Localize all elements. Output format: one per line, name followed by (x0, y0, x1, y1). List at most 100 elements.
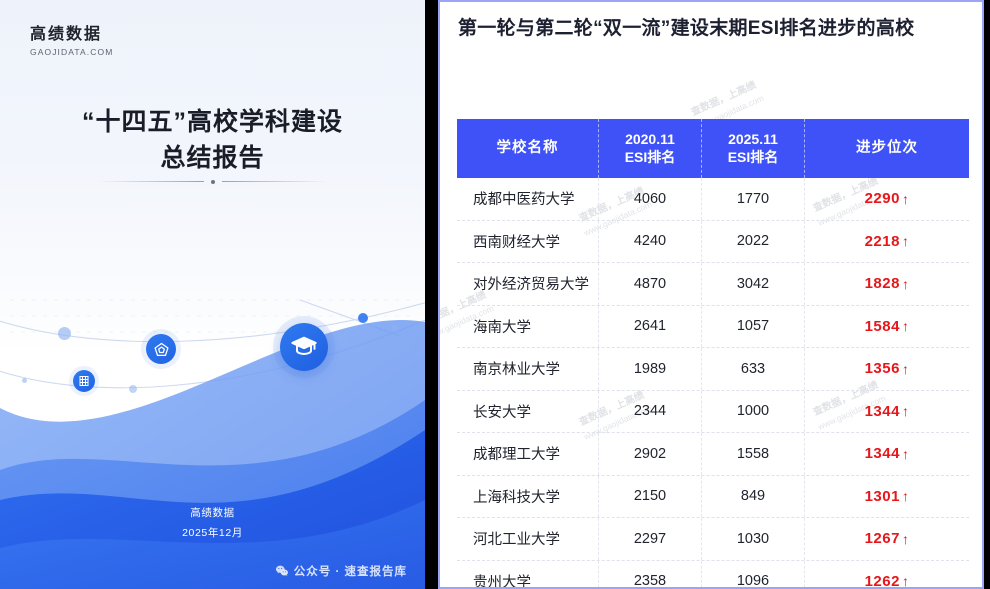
cell-improvement: 1301 ↑ (805, 476, 969, 518)
cell-improvement: 1584 ↑ (805, 306, 969, 348)
decor-dot (392, 325, 398, 331)
divider-bar-left (97, 180, 204, 183)
column-header-rank-2025: 2025.11 ESI排名 (702, 119, 805, 178)
esi-ranking-card: 第一轮与第二轮“双一流”建设末期ESI排名进步的高校 查数据，上高绩 www.ga… (438, 0, 984, 589)
wechat-account-badge: 公众号 · 速查报告库 (275, 563, 407, 579)
cell-school: 成都中医药大学 (457, 178, 599, 220)
cover-title-line2: 总结报告 (160, 144, 265, 173)
cover-footer: 高绩数据 2025年12月 (0, 504, 425, 543)
arrow-up-icon: ↑ (901, 275, 910, 292)
cover-footer-org: 高绩数据 (190, 507, 235, 520)
table-row: 成都中医药大学 4060 1770 2290 ↑ (457, 178, 969, 221)
arrow-up-icon: ↑ (901, 530, 910, 547)
card-title: 第一轮与第二轮“双一流”建设末期ESI排名进步的高校 (458, 18, 915, 39)
cover-title-line1: “十四五”高校学科建设 (81, 108, 343, 136)
cell-improvement: 1828 ↑ (805, 263, 969, 305)
divider-bar-right (221, 180, 328, 183)
building-icon (73, 370, 95, 392)
arrow-up-icon: ↑ (901, 445, 910, 462)
table-row: 长安大学 2344 1000 1344 ↑ (457, 390, 969, 433)
table-row: 对外经济贸易大学 4870 3042 1828 ↑ (457, 263, 969, 306)
improvement-value: 1267 (864, 530, 900, 548)
table-header-row: 学校名称 2020.11 ESI排名 2025.11 ESI排名 进步位次 (457, 119, 969, 178)
cover-title: “十四五”高校学科建设 总结报告 (0, 104, 425, 177)
column-header-improvement: 进步位次 (856, 139, 918, 156)
cover-background-decoration (0, 299, 425, 589)
improvement-value: 1344 (864, 445, 900, 463)
column-header-rank-2020: 2020.11 ESI排名 (599, 119, 702, 178)
shield-badge-icon (146, 334, 176, 364)
table-row: 上海科技大学 2150 849 1301 ↑ (457, 475, 969, 518)
cell-school: 长安大学 (457, 390, 599, 432)
arrow-up-icon: ↑ (901, 573, 910, 589)
cell-rank-2020: 1989 (599, 348, 702, 390)
arrow-up-icon: ↑ (901, 318, 910, 335)
cell-rank-2025: 849 (702, 475, 805, 517)
cell-school: 对外经济贸易大学 (457, 263, 599, 305)
cell-rank-2025: 1770 (702, 178, 805, 220)
table-row: 海南大学 2641 1057 1584 ↑ (457, 305, 969, 348)
brand-logo-cn: 高绩数据 (30, 26, 103, 43)
table-row: 南京林业大学 1989 633 1356 ↑ (457, 348, 969, 391)
improvement-value: 1584 (864, 317, 900, 335)
improvement-value: 1828 (864, 275, 900, 293)
report-cover-panel: 高绩数据 GAOJIDATA.COM “十四五”高校学科建设 总结报告 (0, 0, 425, 589)
cell-rank-2025: 2022 (702, 220, 805, 262)
graduation-cap-icon (280, 323, 328, 371)
cell-improvement: 1344 ↑ (805, 433, 969, 475)
cell-school: 河北工业大学 (457, 518, 599, 560)
decor-dot (129, 385, 137, 393)
cell-school: 南京林业大学 (457, 348, 599, 390)
decor-dot (58, 327, 71, 340)
improvement-value: 1356 (864, 360, 900, 378)
cell-rank-2025: 1030 (702, 518, 805, 560)
table-row: 河北工业大学 2297 1030 1267 ↑ (457, 518, 969, 561)
table-row: 西南财经大学 4240 2022 2218 ↑ (457, 220, 969, 263)
arrow-up-icon: ↑ (901, 233, 910, 250)
column-header-school: 学校名称 (457, 119, 599, 178)
improvement-value: 2218 (864, 232, 900, 250)
cell-rank-2025: 1057 (702, 305, 805, 347)
cell-improvement: 1344 ↑ (805, 391, 969, 433)
cell-school: 贵州大学 (457, 560, 599, 587)
esi-ranking-table: 学校名称 2020.11 ESI排名 2025.11 ESI排名 进步位次 (457, 119, 969, 589)
cell-rank-2025: 1558 (702, 433, 805, 475)
cell-rank-2025: 1096 (702, 560, 805, 587)
cell-rank-2020: 2902 (599, 433, 702, 475)
cell-rank-2020: 4870 (599, 263, 702, 305)
cover-footer-date: 2025年12月 (182, 526, 243, 539)
cover-title-divider (97, 178, 328, 185)
cell-rank-2025: 633 (702, 348, 805, 390)
decor-dot (358, 313, 368, 323)
cell-school: 成都理工大学 (457, 433, 599, 475)
improvement-value: 1344 (864, 402, 900, 420)
decor-dot (22, 378, 27, 383)
cell-school: 上海科技大学 (457, 475, 599, 517)
cell-rank-2020: 2358 (599, 560, 702, 587)
table-row: 成都理工大学 2902 1558 1344 ↑ (457, 433, 969, 476)
cell-school: 西南财经大学 (457, 220, 599, 262)
brand-logo-en: GAOJIDATA.COM (30, 46, 114, 57)
arrow-up-icon: ↑ (901, 488, 910, 505)
wechat-icon (275, 565, 288, 577)
cell-improvement: 2290 ↑ (805, 178, 969, 220)
arrow-up-icon: ↑ (901, 403, 910, 420)
cell-improvement: 1356 ↑ (805, 348, 969, 390)
improvement-value: 1262 (864, 572, 900, 589)
cell-rank-2020: 2150 (599, 475, 702, 517)
cell-improvement: 1262 ↑ (805, 561, 969, 589)
brand-logo: 高绩数据 GAOJIDATA.COM (30, 26, 113, 57)
cell-rank-2020: 4060 (599, 178, 702, 220)
cell-rank-2025: 1000 (702, 390, 805, 432)
table-row: 贵州大学 2358 1096 1262 ↑ (457, 560, 969, 589)
divider-dot (210, 179, 215, 184)
cell-improvement: 2218 ↑ (805, 221, 969, 263)
arrow-up-icon: ↑ (901, 360, 910, 377)
cell-rank-2020: 4240 (599, 220, 702, 262)
cell-school: 海南大学 (457, 305, 599, 347)
improvement-value: 1301 (864, 487, 900, 505)
arrow-up-icon: ↑ (901, 190, 910, 207)
table-body: 成都中医药大学 4060 1770 2290 ↑ 西南财经大学 4240 2022 2218 ↑ 对… (457, 178, 969, 589)
improvement-value: 2290 (864, 190, 900, 208)
